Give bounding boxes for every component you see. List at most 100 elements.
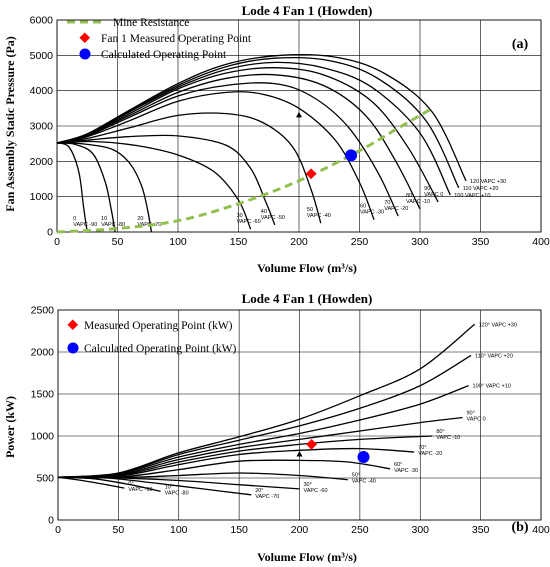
x-tick-label: 0 — [55, 524, 61, 536]
y-axis-title: Fan Assembly Static Pressure (Pa) — [3, 36, 17, 212]
curve-label: VAPC -80 — [165, 490, 189, 496]
fan-curve — [56, 140, 252, 230]
curve-label: 80° — [436, 429, 444, 435]
curve-label: VAPC -20 — [384, 206, 408, 212]
x-tick-label: 150 — [230, 236, 248, 248]
operating-points — [56, 107, 433, 234]
x-axis-title: Volume Flow (m³/s) — [257, 261, 357, 275]
axes: 0 50 100 150 200 250 300 350 400 0 500 1000 1500 2000… — [31, 305, 550, 537]
curve-label: 120° VAPC +30 — [479, 322, 517, 328]
curve-label: VAPC -70 — [255, 494, 279, 500]
legend-label-calculated: Calculated Operating Point — [101, 49, 227, 61]
curve-label: VAPC -40 — [307, 213, 331, 219]
y-tick-label: 0 — [47, 227, 53, 239]
x-tick-label: 300 — [411, 236, 429, 248]
axes: 0 50 100 150 200 250 300 350 4000100020003000400… — [30, 15, 550, 249]
curve-label: VAPC 0 — [467, 417, 486, 423]
x-axis-title: Volume Flow (m³/s) — [257, 550, 357, 564]
curve-label: 90 — [424, 186, 430, 192]
fan-curve — [56, 142, 116, 233]
measured-operating-point — [305, 168, 317, 180]
panel-tag: (a) — [512, 37, 529, 52]
legend-marker-measured — [79, 32, 91, 44]
x-tick-label: 350 — [472, 236, 490, 248]
chart-title: Lode 4 Fan 1 (Howden) — [242, 3, 373, 18]
curve-label: 70° — [418, 445, 426, 451]
legend-label-calculated: Calculated Operating Point (kW) — [84, 343, 237, 355]
y-tick-label: 1000 — [31, 431, 55, 443]
x-tick-label: 300 — [411, 524, 429, 536]
curve-label: 50° — [352, 473, 360, 479]
y-tick-label: 1000 — [30, 191, 54, 203]
fan-curve — [56, 82, 399, 217]
y-tick-label: 2500 — [31, 305, 55, 317]
x-tick-label: 0 — [54, 236, 60, 248]
curve-label: VAPC -10 — [436, 435, 460, 441]
legend-label-resistance: Mine Resistance — [113, 17, 189, 29]
y-tick-label: 2000 — [31, 347, 55, 359]
curve-label: VAPC -40 — [352, 479, 376, 485]
fan-curve — [57, 447, 415, 479]
calculated-operating-point — [357, 451, 370, 463]
y-tick-label: 2000 — [30, 156, 54, 168]
triangle-marker — [296, 111, 302, 118]
fan-curve — [57, 459, 391, 479]
y-tick-label: 5000 — [30, 50, 54, 62]
curve-label: VAPC -30 — [360, 210, 384, 216]
curve-label: VAPC -90 — [128, 487, 152, 493]
fan-curve — [57, 384, 469, 478]
curve-label: 60° — [394, 462, 402, 468]
curve-label: VAPC -50 — [261, 215, 285, 221]
curve-label: VAPC -80 — [101, 222, 125, 228]
legend-marker-calculated — [79, 48, 91, 60]
curve-label: 30° — [304, 482, 312, 488]
y-tick-label: 1500 — [31, 389, 55, 401]
operating-points — [296, 439, 370, 463]
y-tick-label: 0 — [48, 515, 54, 527]
x-tick-label: 100 — [170, 524, 188, 536]
curve-label: VAPC -10 — [406, 199, 430, 205]
curve-label: 20 — [137, 216, 143, 222]
y-tick-label: 6000 — [30, 15, 54, 27]
chart-title: Lode 4 Fan 1 (Howden) — [242, 291, 373, 306]
y-tick-label: 3000 — [30, 121, 54, 133]
panel-tag: (b) — [511, 520, 528, 535]
curve-label: 30 — [237, 213, 243, 219]
fan-curve — [56, 61, 451, 196]
curve-label: 10° — [165, 484, 173, 490]
x-tick-label: 250 — [351, 524, 369, 536]
curve-label: 0° — [128, 481, 133, 487]
x-tick-label: 400 — [532, 524, 550, 536]
power-curves: 0°VAPC -90 10°VAPC -80 20°VAPC -7030°VAPC … — [57, 322, 517, 500]
fan-curve — [56, 142, 153, 233]
curve-label: VAPC -60 — [304, 488, 328, 494]
curve-label: VAPC -20 — [418, 451, 442, 457]
fan-curve — [56, 53, 467, 182]
measured-operating-point — [306, 439, 317, 450]
fan-curve — [56, 67, 439, 203]
y-axis-title: Power (kW) — [3, 396, 17, 458]
curve-label: 10 — [101, 216, 107, 222]
curve-label: 100° VAPC +10 — [473, 384, 511, 390]
y-tick-label: 4000 — [30, 85, 54, 97]
fan-curve — [56, 91, 375, 220]
fan-curve — [56, 142, 88, 233]
x-tick-label: 100 — [169, 236, 187, 248]
legend-marker-calculated — [67, 342, 79, 354]
curve-label: VAPC -30 — [394, 468, 418, 474]
curve-label: 70 — [384, 200, 390, 206]
y-tick-label: 500 — [36, 473, 54, 485]
legend: Mine Resistance Fan 1 Measured Operating… — [67, 17, 252, 61]
fan-curve — [56, 112, 322, 224]
fan-curve — [57, 323, 476, 478]
x-tick-label: 250 — [351, 236, 369, 248]
grid — [57, 309, 542, 521]
calculated-operating-point — [345, 149, 358, 162]
curve-label: 60 — [360, 204, 366, 210]
x-tick-label: 200 — [291, 524, 309, 536]
curve-label: 110 VAPC +20 — [463, 186, 499, 192]
legend: Measured Operating Point (kW) Calculated… — [67, 319, 237, 355]
